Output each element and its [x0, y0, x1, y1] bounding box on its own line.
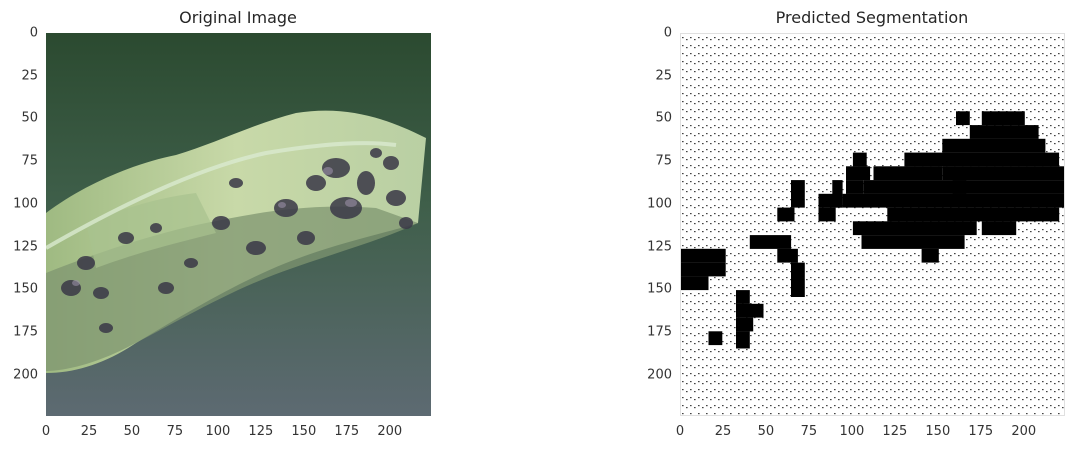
mask-region	[736, 290, 750, 304]
original-image-title: Original Image	[179, 8, 297, 27]
x-tick-label: 25	[714, 424, 732, 439]
mask-region	[777, 207, 795, 222]
mask-region	[681, 276, 709, 291]
mask-region	[863, 180, 967, 194]
mask-region	[736, 331, 750, 349]
mask-region	[708, 331, 723, 346]
y-tick-label: 25	[655, 68, 672, 84]
x-tick-label: 200	[1011, 424, 1037, 439]
x-tick-label: 25	[80, 424, 98, 439]
x-tick-label: 150	[291, 424, 317, 439]
mask-region	[861, 235, 965, 249]
mask-region	[981, 111, 1025, 126]
mask-region	[818, 207, 836, 222]
mask-region	[791, 262, 805, 297]
mask-region	[846, 180, 864, 194]
x-tick-label: 50	[123, 424, 141, 439]
mask-region	[749, 235, 792, 249]
mask-region	[681, 248, 726, 263]
mask-region	[842, 193, 1064, 208]
y-tick-label: 25	[21, 68, 38, 84]
x-tick-label: 175	[968, 424, 994, 439]
mask-region	[777, 248, 798, 263]
mask-region	[904, 152, 1060, 167]
mask-region	[921, 248, 939, 263]
mask-region	[846, 166, 871, 181]
y-tick-label: 50	[21, 110, 38, 126]
x-tick-label: 175	[334, 424, 360, 439]
x-tick-label: 125	[248, 424, 274, 439]
mask-region	[736, 317, 754, 332]
x-tick-label: 0	[675, 424, 685, 439]
segmentation-mask	[680, 33, 1065, 416]
mask-region	[852, 221, 977, 236]
y-tick-label: 175	[13, 324, 38, 340]
y-tick-label: 75	[655, 153, 672, 169]
mask-region	[942, 166, 1064, 181]
x-tick-label: 100	[205, 424, 231, 439]
mask-region	[956, 111, 970, 126]
y-tick-label: 200	[647, 367, 672, 383]
mask-region	[681, 262, 726, 277]
leaf-photo	[46, 33, 431, 416]
y-tick-label: 100	[13, 196, 38, 212]
y-tick-label: 125	[13, 239, 38, 255]
y-tick-label: 0	[29, 25, 38, 41]
y-tick-label: 50	[655, 110, 672, 126]
mask-region	[736, 303, 764, 318]
x-tick-label: 0	[41, 424, 51, 439]
y-tick-label: 175	[647, 324, 672, 340]
y-tick-label: 0	[663, 25, 672, 41]
original-leaf-image	[46, 33, 431, 416]
mask-region	[887, 207, 1060, 222]
x-tick-label: 125	[882, 424, 908, 439]
x-tick-label: 75	[166, 424, 184, 439]
mask-region	[981, 221, 1017, 236]
y-tick-label: 100	[647, 196, 672, 212]
mask-region	[852, 152, 867, 167]
y-tick-label: 150	[647, 281, 672, 297]
y-tick-label: 125	[647, 239, 672, 255]
mask-region	[952, 180, 1064, 194]
mask-region	[969, 125, 1039, 139]
y-tick-label: 150	[13, 281, 38, 297]
mask-region	[832, 180, 843, 208]
segmentation-title: Predicted Segmentation	[775, 8, 969, 27]
mask-graphic	[681, 34, 1064, 415]
x-tick-label: 50	[757, 424, 775, 439]
y-tick-label: 75	[21, 153, 38, 169]
x-tick-label: 150	[925, 424, 951, 439]
x-tick-label: 100	[839, 424, 865, 439]
x-tick-label: 75	[800, 424, 818, 439]
mask-region	[942, 138, 1046, 153]
mask-region	[791, 180, 805, 208]
mask-region	[873, 166, 943, 181]
y-tick-label: 200	[13, 367, 38, 383]
x-tick-label: 200	[377, 424, 403, 439]
